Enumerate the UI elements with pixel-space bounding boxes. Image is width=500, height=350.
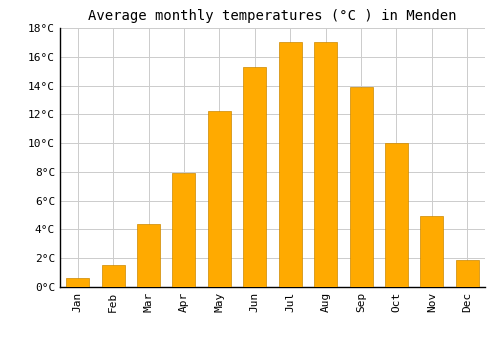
Bar — [420, 217, 444, 287]
Bar — [172, 173, 196, 287]
Bar — [244, 67, 266, 287]
Title: Average monthly temperatures (°C ) in Menden: Average monthly temperatures (°C ) in Me… — [88, 9, 457, 23]
Bar — [314, 42, 337, 287]
Bar — [66, 278, 89, 287]
Bar — [385, 143, 408, 287]
Bar — [208, 111, 231, 287]
Bar — [278, 42, 301, 287]
Bar — [456, 260, 479, 287]
Bar — [350, 87, 372, 287]
Bar — [102, 265, 124, 287]
Bar — [137, 224, 160, 287]
